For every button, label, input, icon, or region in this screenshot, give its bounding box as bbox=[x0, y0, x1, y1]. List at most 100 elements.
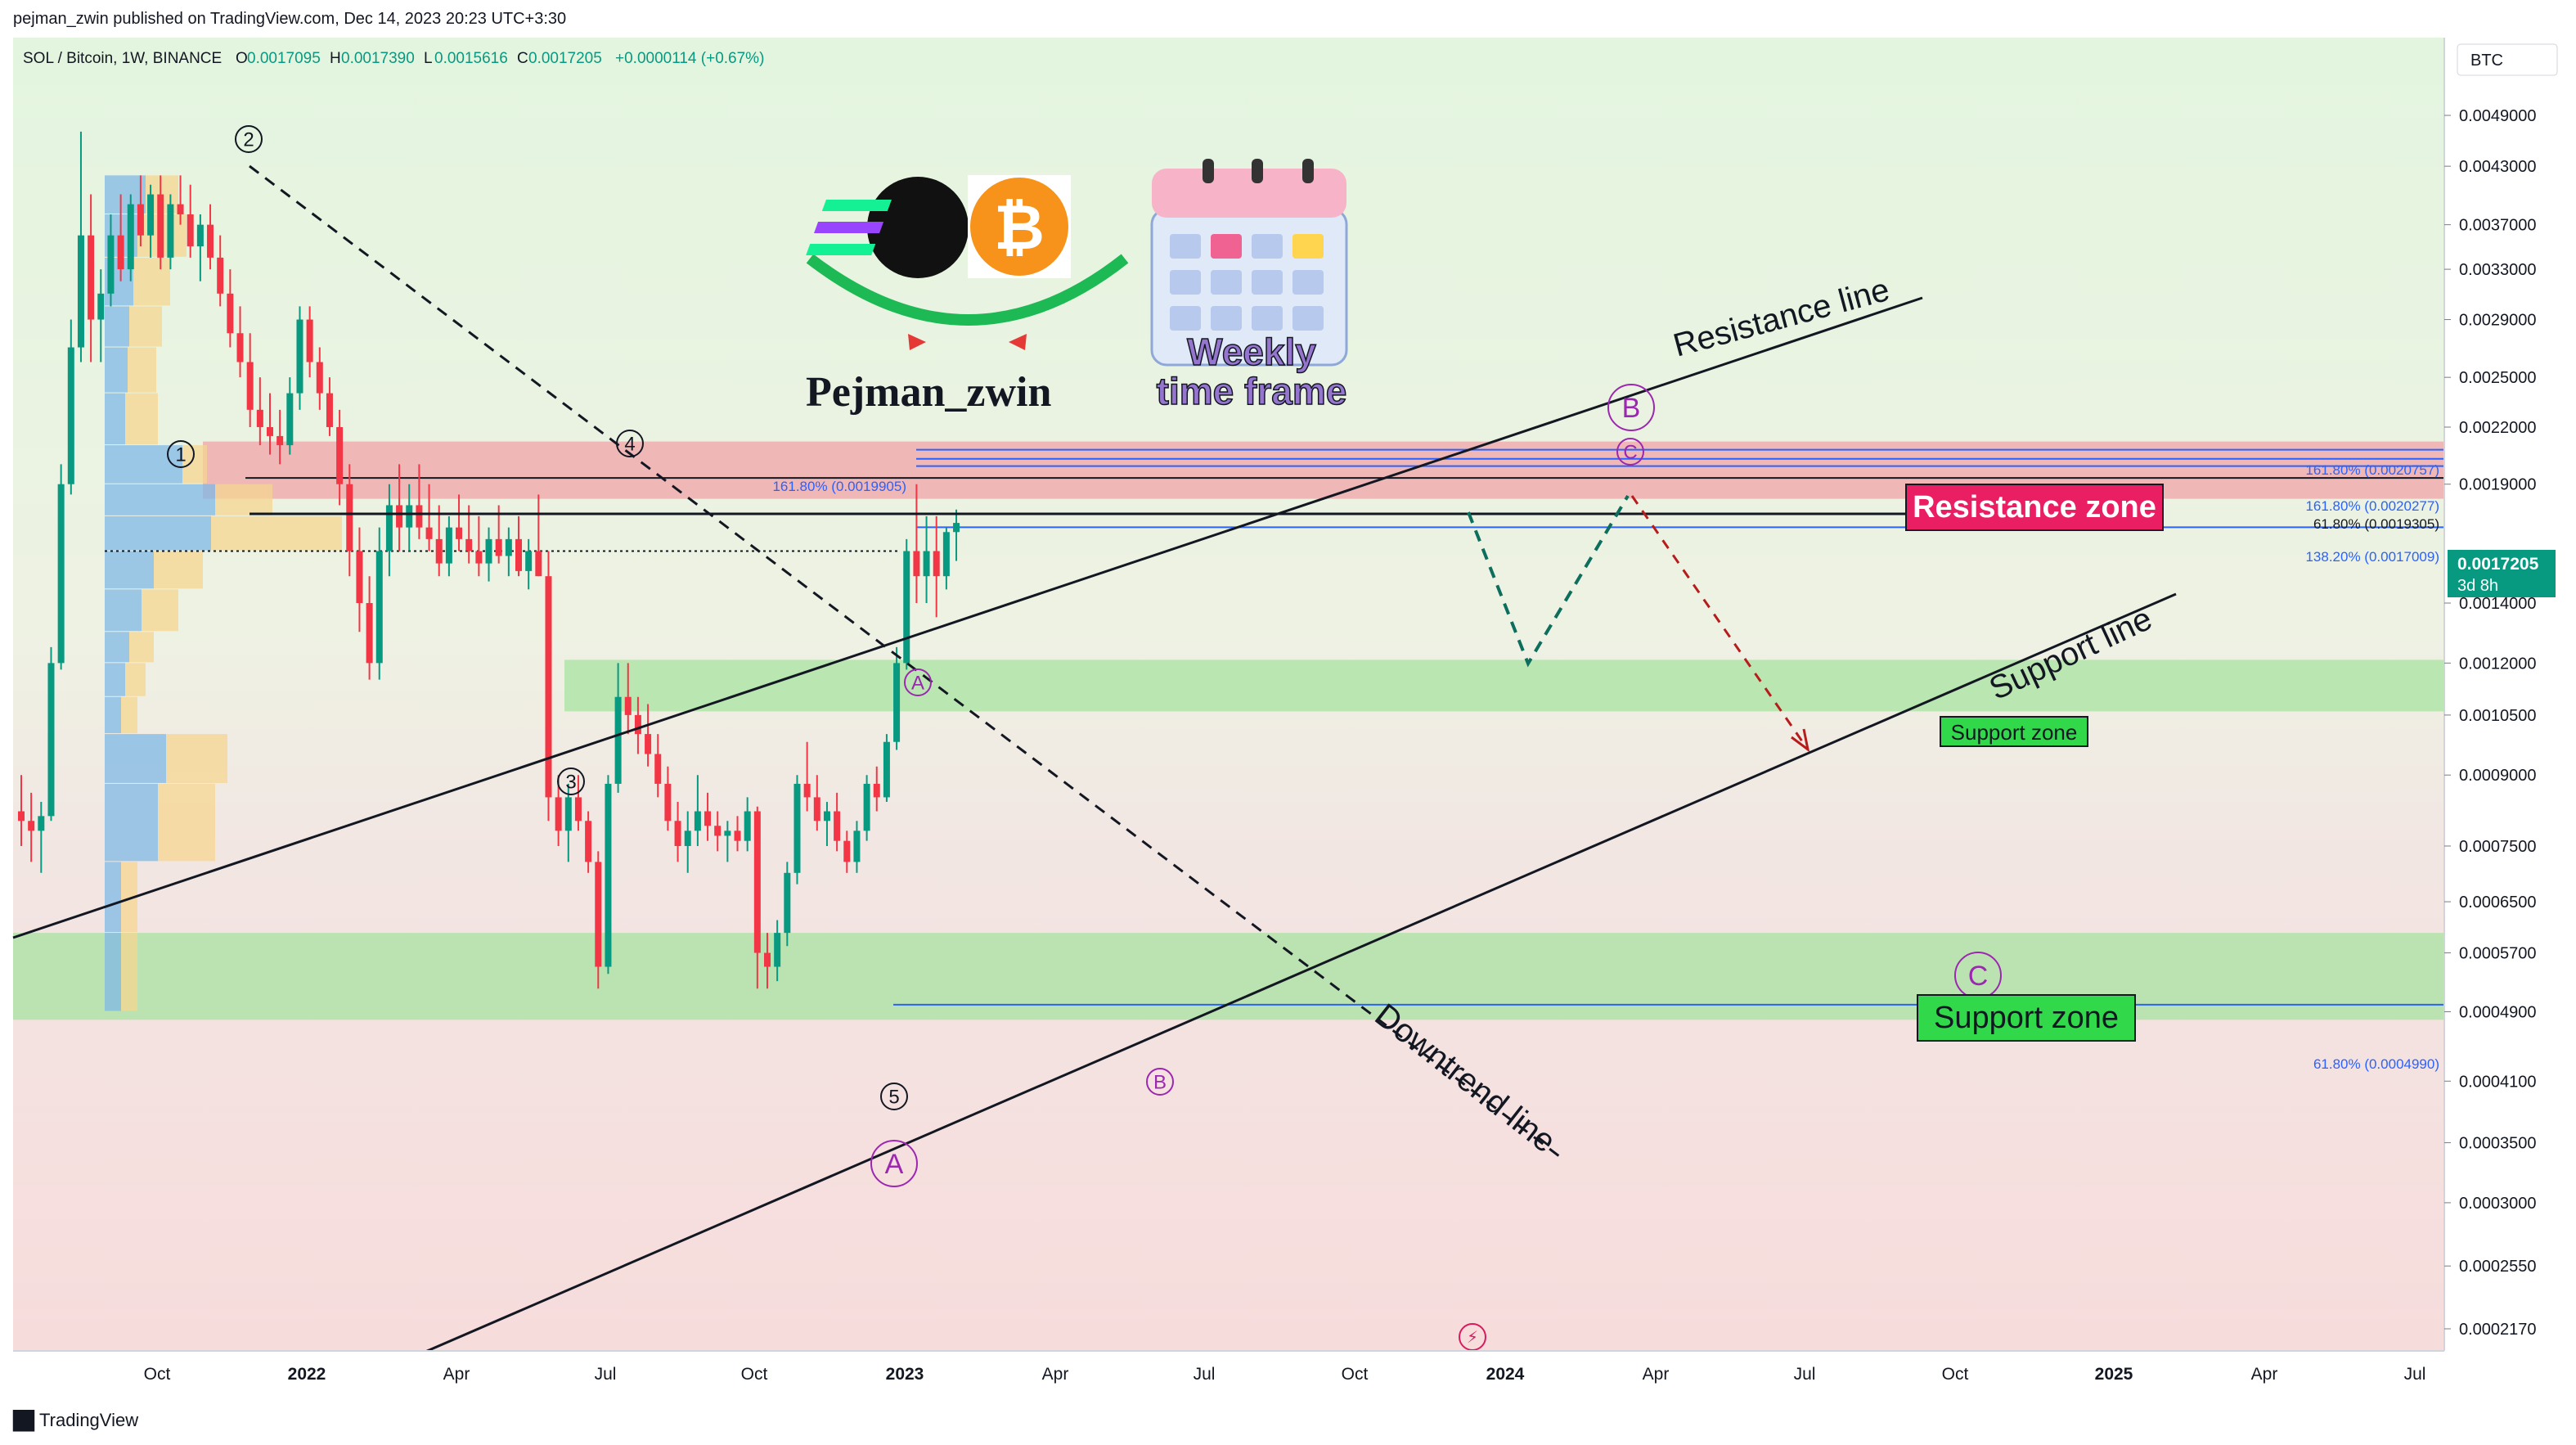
resistance-trendline bbox=[12, 296, 1923, 939]
resistance-zone-label: Resistance zone bbox=[1913, 490, 2156, 524]
candle-body bbox=[753, 811, 761, 953]
open-label: O bbox=[236, 50, 248, 67]
currency-badge[interactable]: BTC bbox=[2457, 43, 2558, 76]
support-zone-badge-lower: Support zone bbox=[1917, 994, 2136, 1042]
calendar-icon bbox=[1150, 159, 1348, 367]
candle-body bbox=[942, 532, 950, 577]
open-value: 0.0017095 bbox=[247, 50, 321, 67]
time-tick-label: Apr bbox=[1042, 1365, 1069, 1384]
volume-profile-bar-up bbox=[105, 393, 125, 445]
time-tick-label: Oct bbox=[1942, 1365, 1969, 1384]
candle-body bbox=[664, 783, 672, 822]
fib-label: 61.80% (0.0004990) bbox=[2313, 1056, 2439, 1072]
time-tick-label: Jul bbox=[2404, 1365, 2426, 1384]
symbol-name: SOL / Bitcoin, 1W, BINANCE bbox=[23, 50, 222, 67]
wave-label-circle bbox=[616, 430, 644, 457]
wave-label-text: 4 bbox=[624, 434, 635, 456]
price-tick-label: 0.0003000 bbox=[2459, 1195, 2537, 1213]
candle-body bbox=[913, 551, 920, 577]
candle-body bbox=[834, 811, 841, 841]
volume-profile-bar-up bbox=[105, 663, 125, 696]
wave-label-text: B bbox=[1153, 1072, 1167, 1094]
fib-label: 161.80% (0.0020757) bbox=[2305, 462, 2439, 478]
candle-body bbox=[445, 527, 452, 564]
volume-profile-bar-down bbox=[215, 484, 272, 515]
time-tick-label: 2024 bbox=[1486, 1365, 1525, 1384]
volume-profile-bar-up bbox=[105, 445, 182, 484]
price-axis-bg bbox=[2444, 38, 2576, 1396]
tradingview-logo[interactable]: ⬛︎ TradingView bbox=[13, 1407, 138, 1434]
candle-body bbox=[465, 538, 473, 551]
candle-body bbox=[416, 505, 423, 528]
candle-body bbox=[147, 194, 155, 236]
price-tick-label: 0.0019000 bbox=[2459, 476, 2537, 494]
price-tick-label: 0.0007500 bbox=[2459, 838, 2537, 856]
wave-label-text: B bbox=[1622, 393, 1641, 424]
tradingview-mark-icon: ⬛︎ bbox=[13, 1407, 34, 1432]
candle-body bbox=[564, 797, 572, 831]
calendar-ring bbox=[1302, 159, 1314, 183]
volume-profile-bar-down bbox=[211, 515, 342, 551]
price-tick-label: 0.0014000 bbox=[2459, 595, 2537, 613]
time-tick-label: 2025 bbox=[2095, 1365, 2133, 1384]
candle-body bbox=[694, 811, 701, 831]
candle-body bbox=[803, 783, 811, 798]
calendar-cell bbox=[1292, 306, 1324, 331]
fib-label: 161.80% (0.0019905) bbox=[772, 479, 906, 494]
candle-body bbox=[525, 551, 533, 571]
fib-label: 61.80% (0.0019305) bbox=[2313, 516, 2439, 532]
watermark-timeframe: time frame bbox=[1157, 370, 1347, 412]
price-tick-label: 0.0037000 bbox=[2459, 217, 2537, 235]
candle-body bbox=[127, 204, 134, 270]
volume-profile-bar-down bbox=[129, 306, 162, 347]
candle-body bbox=[574, 797, 582, 822]
price-tick-label: 0.0002550 bbox=[2459, 1258, 2537, 1276]
candle-body bbox=[385, 505, 393, 551]
wave-label-text: C bbox=[1968, 961, 1989, 992]
wave-C-minor-label: C bbox=[1616, 438, 1644, 466]
candle-body bbox=[674, 821, 681, 846]
candle-body bbox=[485, 538, 492, 564]
fib-lines-layer bbox=[245, 448, 2444, 1006]
price-tick-label: 0.0002170 bbox=[2459, 1321, 2537, 1339]
candle-body bbox=[246, 362, 254, 410]
candle-body bbox=[38, 816, 45, 831]
volume-profile-bar-up bbox=[105, 589, 142, 632]
watermark-weekly: Weekly bbox=[1187, 331, 1316, 373]
support-zone-upper bbox=[564, 659, 2444, 712]
wave-label-circle bbox=[870, 1140, 918, 1187]
volume-profile-bar-down bbox=[166, 734, 227, 783]
wave-label-text: C bbox=[1623, 442, 1637, 464]
currency-label: BTC bbox=[2470, 52, 2503, 70]
time-tick-label: Apr bbox=[2251, 1365, 2278, 1384]
time-tick-label: Oct bbox=[1342, 1365, 1369, 1384]
trendlines-layer bbox=[12, 164, 2177, 1353]
candle-body bbox=[654, 754, 662, 784]
candle-body bbox=[784, 872, 791, 934]
candle-body bbox=[863, 783, 870, 831]
high-label: H bbox=[330, 50, 341, 67]
candle-body bbox=[853, 831, 861, 862]
candle-body bbox=[67, 347, 74, 484]
volume-profile-bar-down bbox=[125, 663, 146, 696]
candle-body bbox=[605, 783, 612, 967]
candle-body bbox=[406, 505, 413, 528]
candle-body bbox=[724, 831, 731, 836]
wave-label-circle bbox=[904, 668, 932, 696]
calendar-cell bbox=[1252, 306, 1283, 331]
solana-icon bbox=[867, 177, 969, 278]
wave-label-circle bbox=[235, 125, 263, 153]
time-tick-label: Oct bbox=[741, 1365, 768, 1384]
calendar-cell bbox=[1211, 234, 1242, 259]
volume-profile-bar-down bbox=[182, 445, 207, 484]
candle-body bbox=[28, 821, 35, 831]
projection-path-green bbox=[1467, 494, 1630, 668]
watermark-swoosh bbox=[806, 254, 1129, 326]
support-trendline bbox=[425, 592, 2177, 1353]
candle-body bbox=[545, 576, 552, 798]
candle-body bbox=[366, 603, 373, 664]
watermark-author: Pejman_zwin bbox=[806, 369, 1051, 416]
candle-body bbox=[883, 741, 890, 798]
candle-body bbox=[495, 538, 502, 556]
